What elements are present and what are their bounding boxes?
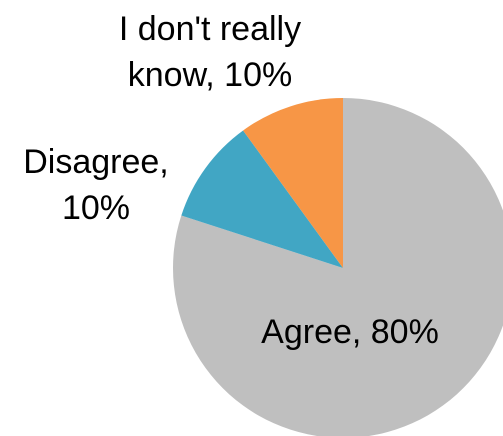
data-label-agree: Agree, 80% [261,313,439,351]
data-label-line: I don't really [119,10,301,48]
data-label-disagree: Disagree, 10% [23,143,169,227]
data-label-i-don-t-really-know: I don't really know, 10% [119,10,301,94]
pie-slices [173,98,503,436]
data-label-line: 10% [62,189,130,227]
data-label-line: Disagree, [23,143,169,181]
pie-slice-disagree [181,130,343,268]
pie-slice-i-don-t-really-know [243,98,343,268]
pie-data-labels: Agree, 80% Disagree, 10% I don't really know… [23,10,439,351]
data-label-line: Agree, 80% [261,313,439,351]
data-label-line: know, 10% [128,56,292,94]
pie-slice-agree [173,98,503,436]
